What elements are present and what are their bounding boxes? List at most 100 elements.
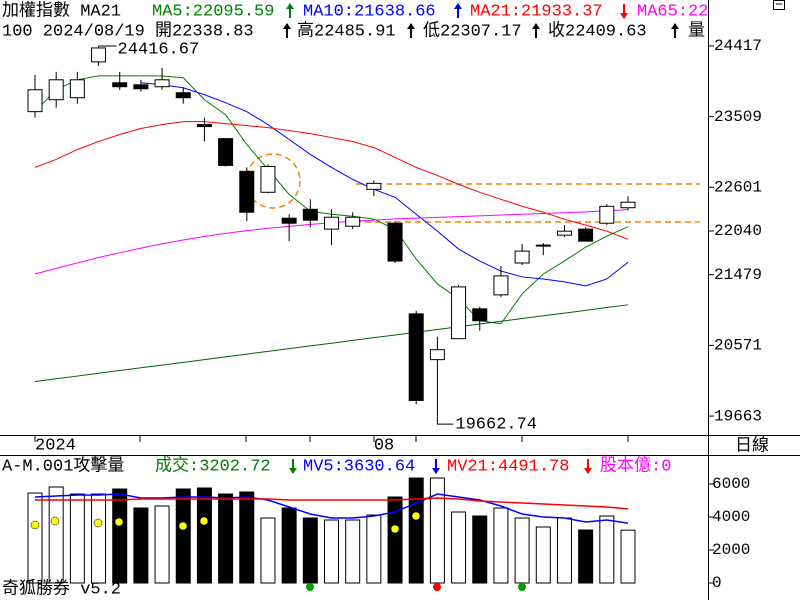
- x-tick-label: 08: [374, 436, 394, 455]
- volume-bar: [472, 515, 488, 584]
- volume-bar: [260, 517, 276, 584]
- candle-body: [196, 124, 212, 128]
- signal-dot: [30, 520, 40, 530]
- candle-body: [451, 286, 467, 340]
- ohlc-info: 100 2024/08/19 開22338.83: [2, 21, 254, 41]
- volume-bar: [239, 491, 255, 584]
- legend-entry: MA5:22095.59: [152, 2, 274, 21]
- x-tick-label: 2024: [35, 436, 76, 455]
- y-tick-label: 0: [712, 574, 722, 592]
- line-series: [34, 304, 629, 383]
- candle-body: [281, 217, 297, 224]
- annotation-leader: [436, 416, 454, 425]
- y-tick-label: 24417: [714, 37, 762, 55]
- line-series: [34, 493, 629, 524]
- volume-bar: [133, 507, 149, 584]
- y-tick-label: 19663: [714, 407, 762, 425]
- volume-bar: [408, 477, 424, 584]
- candle-body: [154, 79, 170, 88]
- signal-dot: [518, 583, 526, 591]
- x-ticks: [34, 435, 629, 442]
- legend-entry: 成交:3202.72: [155, 455, 271, 476]
- trend-arrow-head: [286, 3, 294, 9]
- line-series: [140, 82, 629, 287]
- y-tick-label: 21479: [714, 266, 762, 284]
- candle-body: [239, 170, 255, 213]
- volume-bar: [48, 486, 64, 584]
- y-tick-label: 6000: [712, 475, 750, 493]
- candle-body: [578, 228, 594, 242]
- candle-body: [324, 216, 339, 230]
- line-series: [35, 497, 629, 510]
- y-tick-label: 22601: [714, 179, 762, 197]
- candle-body: [112, 82, 128, 88]
- y-tick-label: 2000: [712, 541, 750, 559]
- candle-body: [218, 138, 234, 166]
- trend-arrow-head: [620, 13, 628, 19]
- y-tick-label: 20571: [714, 337, 762, 355]
- y-tick-label: 23509: [714, 108, 762, 126]
- candle-body: [514, 250, 530, 264]
- volume-bar: [366, 514, 382, 584]
- trend-arrow-head: [671, 23, 679, 29]
- volume-bar: [281, 507, 297, 584]
- candle-body: [302, 208, 318, 221]
- legend-entry: MV21:4491.78: [447, 457, 569, 476]
- high-annotation: 24416.67: [118, 40, 200, 59]
- volume-note: 股本億:0: [600, 455, 671, 476]
- volume-bar: [429, 477, 445, 584]
- legend-entry: MA21:21933.37: [470, 2, 603, 21]
- signal-dot: [199, 516, 209, 526]
- volume-bar: [27, 492, 43, 584]
- ohlc-info: 高22485.91: [297, 20, 396, 41]
- candle-body: [91, 47, 107, 63]
- candle-body: [260, 165, 276, 193]
- volume-bar: [324, 519, 339, 584]
- volume-bar: [302, 517, 318, 584]
- signal-dot: [411, 511, 421, 521]
- legend-entry: MV5:3630.64: [303, 457, 415, 476]
- volume-bar: [556, 517, 572, 584]
- trend-arrow-head: [289, 468, 297, 474]
- volume-bar: [599, 515, 615, 584]
- ohlc-info: 收22409.63: [548, 20, 647, 41]
- line-series: [34, 121, 629, 240]
- volume-bar: [112, 488, 128, 584]
- candle-body: [345, 216, 361, 227]
- candle-body: [27, 89, 43, 113]
- trend-arrow-head: [532, 23, 540, 29]
- candle-body: [599, 205, 615, 224]
- trend-arrow-head: [407, 23, 415, 29]
- volume-bar: [387, 496, 403, 584]
- trend-arrow-head: [454, 3, 462, 9]
- volume-bar: [196, 487, 212, 584]
- signal-dot: [433, 583, 441, 591]
- signal-dot: [50, 516, 60, 526]
- legend-entry: MA10:21638.66: [303, 2, 436, 21]
- signal-dot: [93, 518, 103, 528]
- volume-title: A-M.001攻擊量: [2, 455, 124, 476]
- candle-body: [175, 92, 191, 99]
- volume-bar: [451, 511, 467, 584]
- volume-bar: [345, 519, 361, 584]
- candle-body: [472, 308, 488, 322]
- candle-body: [493, 275, 509, 296]
- period-label: 日線: [735, 435, 769, 456]
- candle-body: [620, 201, 636, 209]
- candle-body: [366, 182, 382, 190]
- signal-dot: [178, 521, 188, 531]
- volume-bar: [493, 507, 509, 584]
- y-tick-label: 4000: [712, 508, 750, 526]
- ohlc-info: 低22307.17: [423, 20, 522, 41]
- ohlc-info: 量: [688, 20, 705, 41]
- volume-bar: [514, 517, 530, 584]
- volume-bar: [154, 505, 170, 584]
- candle-body: [48, 79, 64, 101]
- signal-dot: [390, 524, 400, 534]
- candle-body: [429, 349, 445, 361]
- candle-body: [535, 244, 551, 247]
- volume-bar: [175, 488, 191, 584]
- window-button[interactable]: [773, 0, 785, 10]
- signal-dot: [114, 517, 124, 527]
